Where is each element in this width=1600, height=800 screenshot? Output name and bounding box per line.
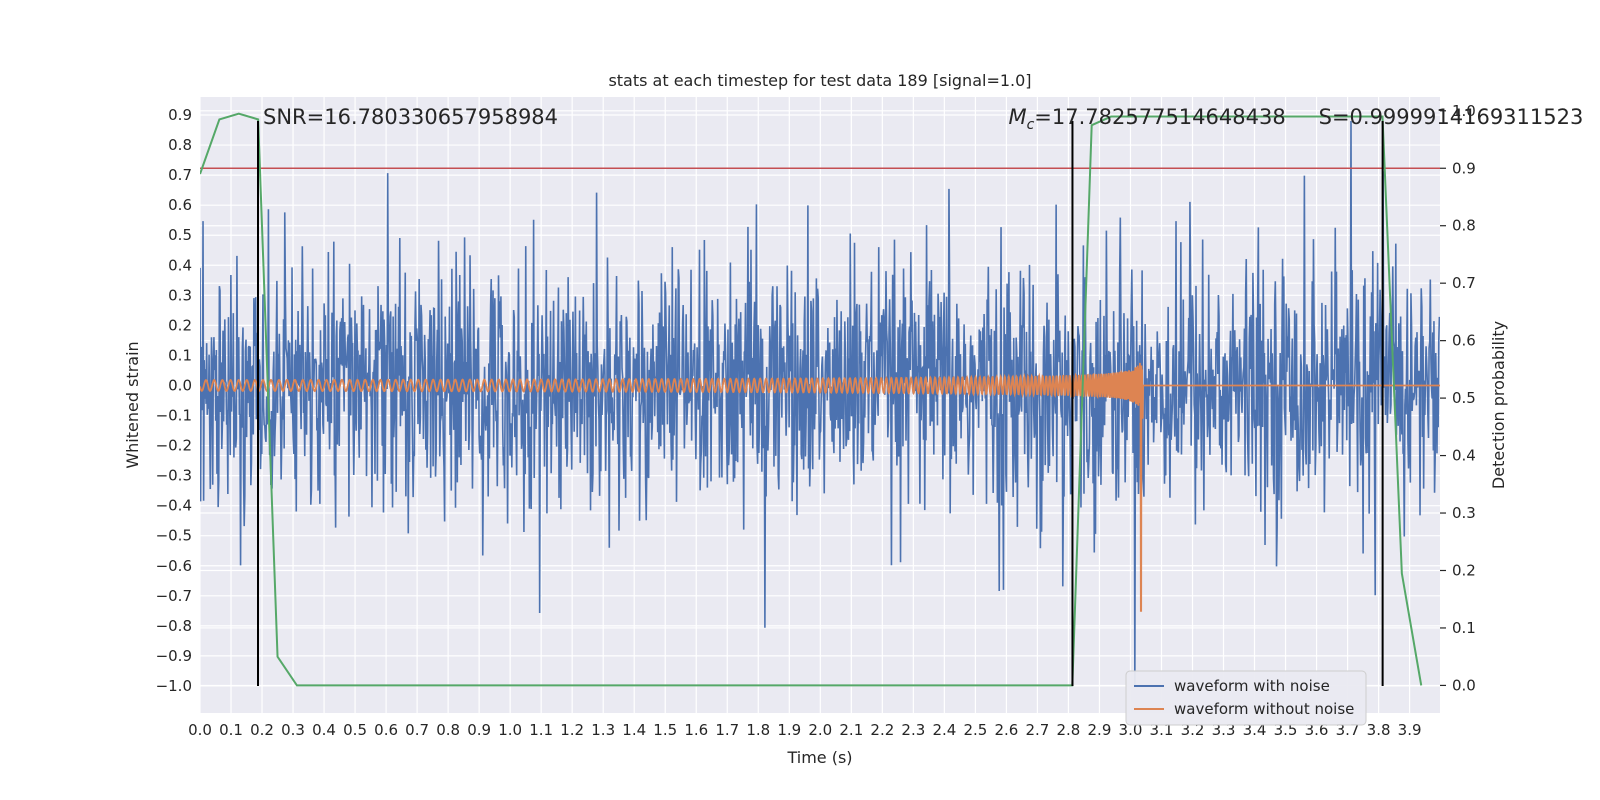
left-y-tick-label: 0.2 [168, 316, 192, 334]
right-y-tick-label: 0.7 [1452, 274, 1476, 292]
significance-annotation: S=0.9999914169311523 [1319, 105, 1584, 129]
left-y-tick-label: 0.3 [168, 286, 192, 304]
x-tick-label: 2.4 [932, 721, 956, 739]
right-y-tick-label: 0.1 [1452, 619, 1476, 637]
x-tick-label: 0.6 [374, 721, 398, 739]
x-tick-label: 2.7 [1025, 721, 1049, 739]
chirp-mass-subscript: c [1027, 117, 1035, 133]
x-tick-label: 2.1 [839, 721, 863, 739]
x-tick-label: 1.8 [746, 721, 770, 739]
right-y-tick-label: 0.0 [1452, 676, 1476, 694]
legend-label-clean: waveform without noise [1174, 700, 1354, 718]
probability-series [200, 112, 1423, 687]
x-tick-label: 2.3 [901, 721, 925, 739]
noise-waveform-line [200, 121, 1440, 686]
left-y-tick-label: 0.4 [168, 256, 192, 274]
x-tick-label: 0.1 [219, 721, 243, 739]
right-y-axis-ticks: 1.0 0.9 0.8 0.7 0.6 0.5 0.4 0.3 0.2 0.1 0.0 [1440, 102, 1476, 694]
x-tick-label: 2.0 [808, 721, 832, 739]
left-y-tick-label: 0.1 [168, 346, 192, 364]
x-tick-label: 1.4 [622, 721, 646, 739]
x-tick-label: 0.9 [467, 721, 491, 739]
left-y-tick-label: 0.0 [168, 376, 192, 394]
x-tick-label: 1.1 [529, 721, 553, 739]
x-tick-label: 2.6 [994, 721, 1018, 739]
chirp-mass-value: =17.782577514648438 [1034, 105, 1285, 129]
right-y-tick-label: 0.9 [1452, 159, 1476, 177]
x-tick-label: 0.0 [188, 721, 212, 739]
left-y-axis-label: Whitened strain [123, 341, 142, 468]
left-y-tick-label: −0.4 [156, 497, 192, 515]
snr-annotation: SNR=16.780330657958984 [263, 105, 558, 129]
left-y-tick-label: −0.9 [156, 647, 192, 665]
x-tick-label: 2.9 [1088, 721, 1112, 739]
x-tick-label: 0.4 [312, 721, 336, 739]
left-y-tick-label: 0.9 [168, 106, 192, 124]
left-y-tick-label: −0.6 [156, 557, 192, 575]
x-tick-label: 1.9 [777, 721, 801, 739]
left-y-tick-label: −0.2 [156, 437, 192, 455]
right-y-tick-label: 0.3 [1452, 504, 1476, 522]
chirp-mass-annotation: Mc=17.782577514648438 [1008, 105, 1285, 133]
x-tick-label: 2.8 [1057, 721, 1081, 739]
chart-title: stats at each timestep for test data 189… [608, 71, 1031, 90]
left-y-tick-label: 0.5 [168, 226, 192, 244]
right-y-axis-label: Detection probability [1489, 321, 1508, 489]
x-tick-label: 1.7 [715, 721, 739, 739]
legend: waveform with noise waveform without noi… [1125, 670, 1367, 726]
x-tick-label: 1.0 [498, 721, 522, 739]
x-tick-label: 2.2 [870, 721, 894, 739]
left-y-axis-ticks: 0.9 0.8 0.7 0.6 0.5 0.4 0.3 0.2 0.1 0.0 −0.1 −0.2 −0… [156, 106, 192, 695]
right-y-tick-label: 1.0 [1452, 102, 1476, 120]
left-y-tick-label: −0.1 [156, 407, 192, 425]
x-tick-label: 0.7 [405, 721, 429, 739]
left-y-tick-label: 0.7 [168, 166, 192, 184]
x-tick-label: 1.2 [560, 721, 584, 739]
x-tick-label: 1.3 [591, 721, 615, 739]
left-y-tick-label: −1.0 [156, 677, 192, 695]
left-y-tick-label: −0.3 [156, 467, 192, 485]
noise-series [200, 121, 1440, 686]
x-tick-label: 0.3 [281, 721, 305, 739]
legend-box [1125, 670, 1367, 726]
left-y-tick-label: −0.5 [156, 527, 192, 545]
right-y-tick-label: 0.8 [1452, 217, 1476, 235]
x-tick-label: 3.9 [1398, 721, 1422, 739]
vertical-markers [256, 121, 1384, 686]
probability-line [200, 112, 1423, 687]
right-y-tick-label: 0.5 [1452, 389, 1476, 407]
right-y-tick-label: 0.4 [1452, 447, 1476, 465]
x-tick-label: 2.5 [963, 721, 987, 739]
clean-signal-series [200, 362, 1440, 612]
x-tick-label: 0.2 [250, 721, 274, 739]
left-y-tick-label: −0.7 [156, 587, 192, 605]
right-y-tick-label: 0.2 [1452, 561, 1476, 579]
x-tick-label: 0.8 [436, 721, 460, 739]
x-tick-label: 0.5 [343, 721, 367, 739]
left-y-tick-label: 0.8 [168, 136, 192, 154]
right-y-tick-label: 0.6 [1452, 332, 1476, 350]
left-y-tick-label: −0.8 [156, 617, 192, 635]
chirp-mass-symbol: M [1008, 105, 1026, 129]
x-tick-label: 1.6 [684, 721, 708, 739]
clean-waveform-line [200, 362, 1440, 612]
x-tick-label: 3.8 [1367, 721, 1391, 739]
x-tick-label: 1.5 [653, 721, 677, 739]
legend-label-noise: waveform with noise [1174, 677, 1330, 695]
x-axis-label: Time (s) [786, 748, 852, 767]
left-y-tick-label: 0.6 [168, 196, 192, 214]
